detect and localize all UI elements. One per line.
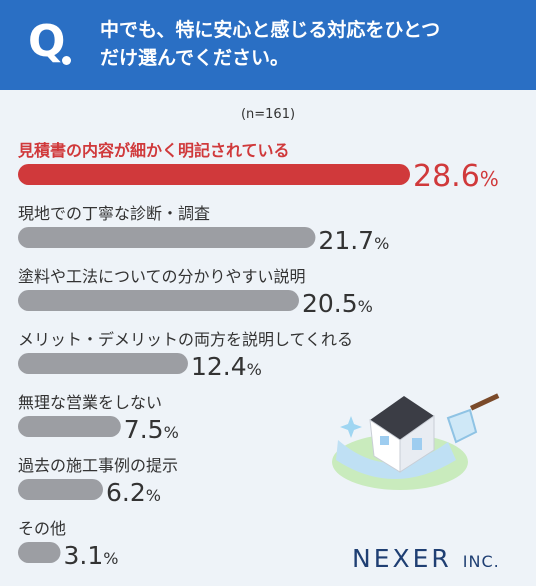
value-label: 3.1% [63, 541, 118, 570]
q-dot-icon [62, 56, 71, 65]
category-label: 塗料や工法についての分かりやすい説明 [18, 267, 306, 286]
value-label: 6.2% [106, 478, 161, 507]
question-line-1: 中でも、特に安心と感じる対応をひとつ [100, 19, 441, 41]
bar [18, 227, 316, 248]
category-label: 見積書の内容が細かく明記されている [17, 141, 290, 160]
question-header: Q 中でも、特に安心と感じる対応をひとつ だけ選んでください。 [0, 0, 536, 90]
sample-size: (n=161) [240, 107, 296, 122]
bar [18, 353, 188, 374]
category-label: 現地での丁寧な診断・調査 [18, 204, 210, 223]
bar [18, 164, 410, 185]
bar [18, 416, 121, 437]
question-text: 中でも、特に安心と感じる対応をひとつ だけ選んでください。 [100, 16, 520, 72]
value-label: 12.4% [191, 352, 262, 381]
value-label: 28.6% [413, 159, 499, 194]
house-painting-icon [332, 393, 500, 490]
value-label: 20.5% [302, 289, 373, 318]
company-logo: NEXER INC. [352, 544, 500, 573]
category-label: 無理な営業をしない [18, 393, 162, 412]
value-label: 21.7% [318, 226, 389, 255]
bar [18, 542, 61, 563]
bar [18, 290, 299, 311]
bar [18, 479, 103, 500]
category-label: その他 [18, 519, 66, 538]
q-label: Q [28, 16, 66, 67]
question-line-2: だけ選んでください。 [100, 47, 290, 69]
category-label: 過去の施工事例の提示 [18, 456, 178, 475]
category-label: メリット・デメリットの両方を説明してくれる [18, 330, 353, 349]
value-label: 7.5% [124, 415, 179, 444]
